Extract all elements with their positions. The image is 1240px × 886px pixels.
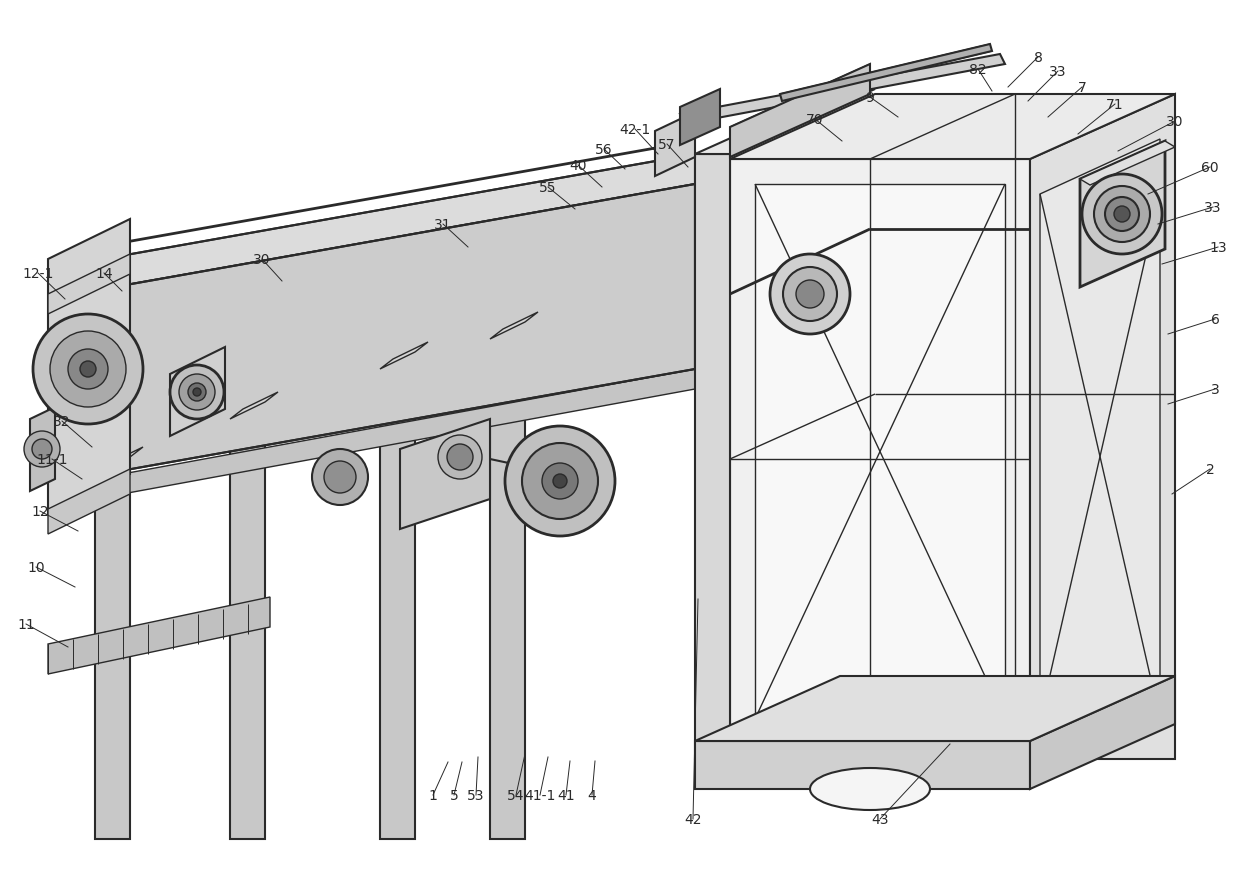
Circle shape [24,431,60,468]
Text: 6: 6 [1210,313,1219,327]
Polygon shape [680,55,1004,125]
Circle shape [50,331,126,408]
Text: 8: 8 [1034,51,1043,65]
Text: 3: 3 [1210,383,1219,397]
Text: 33: 33 [1204,201,1221,214]
Circle shape [542,463,578,500]
Text: 11: 11 [17,618,35,632]
Circle shape [505,426,615,536]
Polygon shape [694,89,875,155]
Circle shape [522,444,598,519]
Circle shape [32,439,52,460]
Text: 42-1: 42-1 [619,123,651,136]
Circle shape [782,268,837,322]
Text: 33: 33 [1049,65,1066,79]
Circle shape [68,350,108,390]
Polygon shape [1030,95,1176,759]
Polygon shape [30,408,55,492]
Circle shape [1105,198,1140,232]
Polygon shape [694,155,730,759]
Text: 41: 41 [557,789,575,802]
Circle shape [324,462,356,494]
Polygon shape [48,254,130,315]
Text: 9: 9 [866,91,874,105]
Text: 12: 12 [31,504,48,518]
Polygon shape [48,470,130,534]
Text: 71: 71 [1106,97,1123,112]
Circle shape [1114,206,1130,222]
Polygon shape [379,353,415,839]
Polygon shape [694,676,1176,742]
Polygon shape [379,343,428,369]
Text: 54: 54 [507,789,525,802]
Text: 11-1: 11-1 [36,453,68,466]
Text: 30: 30 [253,253,270,267]
Polygon shape [74,185,694,479]
Circle shape [438,436,482,479]
Text: 40: 40 [569,159,587,173]
Ellipse shape [810,768,930,810]
Text: 5: 5 [450,789,459,802]
Polygon shape [694,742,1030,789]
Text: 60: 60 [1202,161,1219,175]
Polygon shape [1030,676,1176,789]
Text: 13: 13 [1209,241,1226,254]
Circle shape [81,361,95,377]
Text: 56: 56 [595,143,613,157]
Polygon shape [1040,140,1159,719]
Circle shape [188,384,206,401]
Polygon shape [1080,142,1176,186]
Circle shape [193,389,201,397]
Polygon shape [48,220,130,515]
Polygon shape [170,347,224,437]
Circle shape [446,445,472,470]
Text: 30: 30 [1167,115,1184,128]
Polygon shape [655,113,694,177]
Polygon shape [401,420,490,530]
Text: 12-1: 12-1 [22,267,53,281]
Text: 1: 1 [429,789,438,802]
Text: 4: 4 [588,789,596,802]
Text: 31: 31 [434,218,451,232]
Polygon shape [730,159,1030,759]
Text: 2: 2 [1205,462,1214,477]
Circle shape [179,375,215,410]
Text: 57: 57 [658,138,676,152]
Polygon shape [755,185,1004,719]
Polygon shape [229,402,265,839]
Polygon shape [95,369,694,500]
Polygon shape [490,323,525,839]
Polygon shape [730,95,1176,159]
Polygon shape [95,447,143,475]
Circle shape [1083,175,1162,254]
Polygon shape [74,155,694,295]
Text: 7: 7 [1078,81,1086,95]
Polygon shape [490,313,538,339]
Polygon shape [730,65,870,158]
Polygon shape [48,597,270,674]
Polygon shape [95,457,130,839]
Polygon shape [1080,142,1166,288]
Text: 10: 10 [27,560,45,574]
Circle shape [312,449,368,505]
Text: 14: 14 [95,267,113,281]
Circle shape [796,281,825,308]
Text: 82: 82 [970,63,987,77]
Polygon shape [780,45,992,102]
Text: 53: 53 [467,789,485,802]
Text: 42: 42 [684,812,702,826]
Text: 32: 32 [53,415,71,429]
Text: 41-1: 41-1 [525,789,556,802]
Circle shape [170,366,224,420]
Circle shape [770,254,849,335]
Circle shape [1094,187,1149,243]
Text: 70: 70 [806,113,823,127]
Text: 43: 43 [872,812,889,826]
Circle shape [553,475,567,488]
Polygon shape [229,392,278,420]
Circle shape [33,315,143,424]
Text: 55: 55 [539,181,557,195]
Polygon shape [680,89,720,146]
